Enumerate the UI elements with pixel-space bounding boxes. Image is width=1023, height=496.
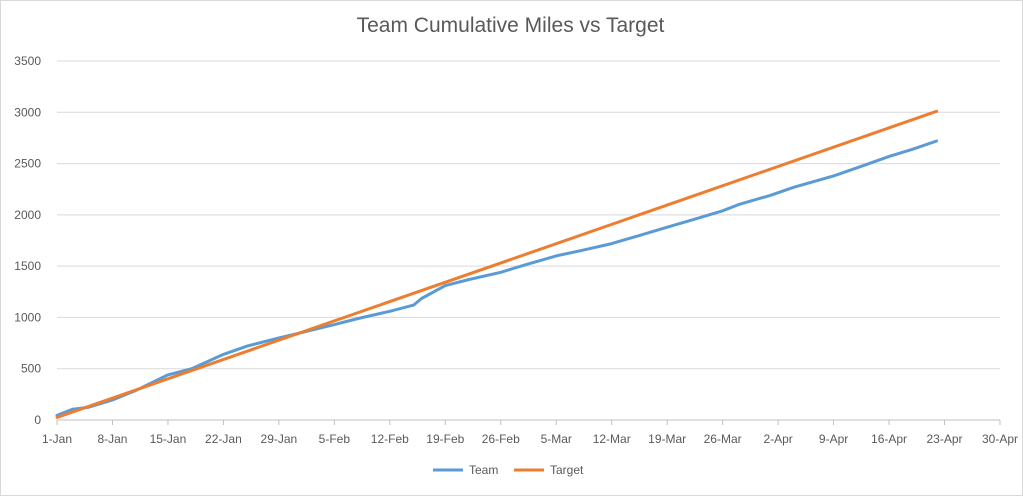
- y-tick-label: 0: [34, 413, 41, 427]
- x-tick-label: 23-Apr: [927, 432, 963, 446]
- legend: Team Target: [433, 463, 584, 477]
- x-tick-label: 2-Apr: [763, 432, 792, 446]
- y-tick-label: 3500: [14, 54, 41, 68]
- x-tick-label: 19-Mar: [648, 432, 686, 446]
- x-tick-label: 5-Feb: [319, 432, 351, 446]
- x-tick-label: 12-Feb: [371, 432, 409, 446]
- x-tick-label: 26-Feb: [482, 432, 520, 446]
- series-line-target: [55, 109, 939, 419]
- x-tick-label: 9-Apr: [819, 432, 848, 446]
- y-tick-label: 2000: [14, 208, 41, 222]
- gridlines: [57, 60, 1000, 370]
- x-tick-label: 15-Jan: [150, 432, 187, 446]
- legend-label-team: Team: [469, 463, 498, 477]
- x-tick-label: 19-Feb: [426, 432, 464, 446]
- x-tick-label: 1-Jan: [42, 432, 72, 446]
- x-tick-label: 5-Mar: [541, 432, 572, 446]
- x-tick-label: 26-Mar: [704, 432, 742, 446]
- series-line-team: [55, 139, 939, 417]
- y-tick-label: 500: [21, 362, 41, 376]
- chart-title: Team Cumulative Miles vs Target: [356, 14, 665, 37]
- x-tick-label: 16-Apr: [871, 432, 907, 446]
- y-tick-label: 2500: [14, 157, 41, 171]
- x-tick-label: 8-Jan: [97, 432, 127, 446]
- x-tick-label: 30-Apr: [982, 432, 1018, 446]
- legend-label-target: Target: [550, 463, 584, 477]
- x-tick-label: 12-Mar: [593, 432, 631, 446]
- x-tick-label: 22-Jan: [205, 432, 242, 446]
- x-tick-label: 29-Jan: [261, 432, 298, 446]
- y-tick-label: 1000: [14, 310, 41, 324]
- axes: 0 500 1000 1500 2000 2500 3000 3500 1-Jan 8-Jan 15…: [14, 54, 1018, 446]
- y-tick-label: 1500: [14, 259, 41, 273]
- series-lines: [55, 109, 939, 419]
- y-tick-label: 3000: [14, 105, 41, 119]
